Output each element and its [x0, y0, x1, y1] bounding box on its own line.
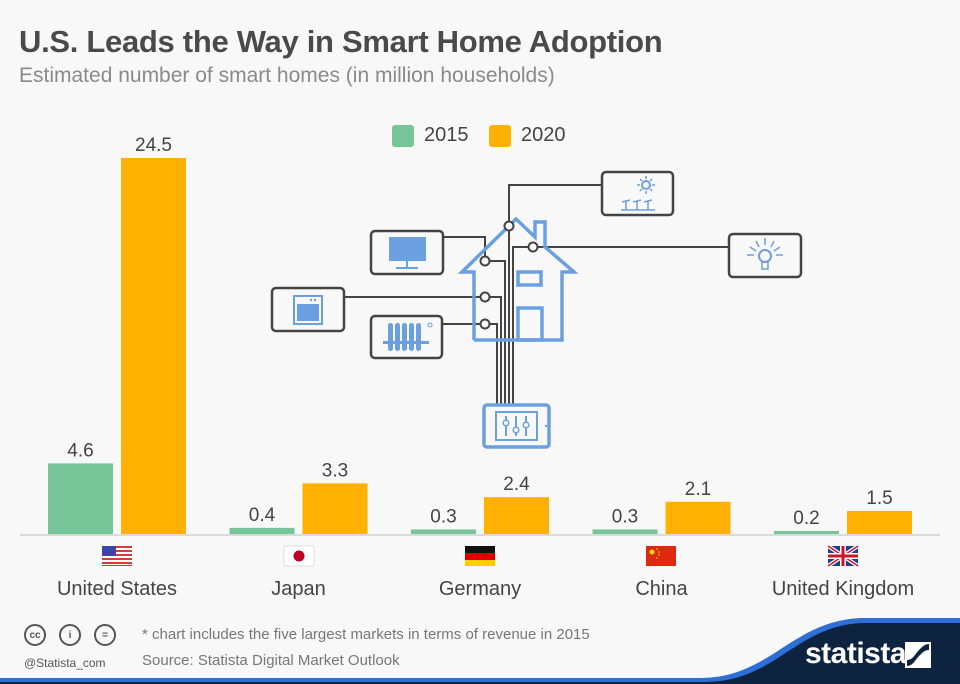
category-label-united-kingdom: United Kingdom	[772, 578, 914, 600]
statista-handle[interactable]: @Statista_com	[24, 656, 106, 670]
oven-icon	[270, 286, 346, 333]
tv-icon	[369, 229, 445, 276]
category-label-japan: Japan	[271, 578, 326, 600]
legend-item-2015: 2015	[392, 124, 469, 147]
brand-panel	[0, 623, 960, 684]
data-label-germany-2020: 2.4	[503, 474, 530, 495]
cc-license-icon[interactable]: cc	[24, 624, 46, 646]
statista-logo-icon	[905, 642, 931, 668]
data-label-japan-2020: 3.3	[322, 460, 348, 481]
data-label-japan-2015: 0.4	[249, 505, 276, 526]
legend-label-2015: 2015	[424, 124, 469, 146]
bar-germany-2020	[484, 497, 549, 534]
bar-china-2015	[592, 529, 658, 534]
category-label-china: China	[635, 578, 688, 600]
smart-home-illustration	[270, 170, 803, 449]
bars-group	[48, 158, 912, 534]
data-label-united-kingdom-2015: 0.2	[793, 508, 819, 529]
house-icon	[457, 216, 579, 342]
junction-nodes	[479, 220, 539, 330]
bar-china-2020	[665, 501, 731, 534]
category-label-united-states: United States	[57, 578, 177, 600]
us-flag-icon	[102, 546, 132, 566]
wiring-lines	[344, 184, 729, 405]
data-label-germany-2015: 0.3	[430, 506, 456, 527]
category-label-germany: Germany	[439, 578, 521, 600]
data-label-united-states-2020: 24.5	[135, 135, 172, 156]
chart-title: U.S. Leads the Way in Smart Home Adoptio…	[19, 24, 663, 59]
bar-united-kingdom-2015	[774, 530, 839, 534]
source-note: Source: Statista Digital Market Outlook	[142, 652, 400, 669]
labels-group: 4.6 24.5 United States 0.4 3.3 Japan 0.3 2.4 Ger…	[57, 135, 914, 600]
uk-flag-icon	[826, 544, 860, 568]
bar-japan-2020	[302, 483, 368, 534]
china-flag-icon	[646, 546, 676, 566]
legend-swatch-2015	[392, 124, 414, 147]
tablet-controller-icon	[482, 403, 551, 449]
statista-brand[interactable]: statista	[805, 637, 907, 670]
chart-subtitle: Estimated number of smart homes (in mill…	[19, 64, 555, 87]
legend-swatch-2020	[489, 124, 511, 147]
bar-united-kingdom-2020	[847, 510, 912, 534]
bar-germany-2015	[411, 529, 476, 534]
radiator-icon	[369, 314, 444, 360]
solar-panel-icon	[600, 170, 675, 217]
bar-united-states-2015	[48, 463, 113, 534]
bar-japan-2015	[229, 527, 295, 534]
japan-flag-icon	[283, 545, 315, 567]
data-label-china-2015: 0.3	[612, 506, 638, 527]
data-label-united-kingdom-2020: 1.5	[866, 488, 892, 509]
legend-label-2020: 2020	[521, 124, 566, 146]
no-derivatives-icon[interactable]: =	[94, 624, 116, 646]
data-label-china-2020: 2.1	[685, 479, 711, 500]
footnote: * chart includes the five largest market…	[142, 626, 590, 643]
legend-item-2020: 2020	[489, 124, 566, 147]
bar-united-states-2020	[121, 158, 186, 534]
data-label-united-states-2015: 4.6	[67, 440, 93, 461]
attribution-icon[interactable]: i	[59, 624, 81, 646]
light-bulb-icon	[727, 232, 803, 279]
germany-flag-icon	[465, 546, 495, 566]
